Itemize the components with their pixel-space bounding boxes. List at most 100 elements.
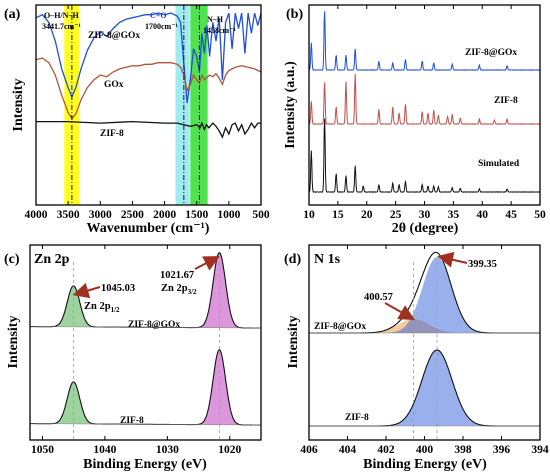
panel-b-tick-label: 20 [361, 209, 373, 221]
panel-a-xlabel: Wavenumber (cm⁻¹) [87, 221, 210, 236]
panel-c-label: (c) [4, 252, 20, 267]
series-label-zif8gox-c: ZIF-8@GOx [128, 320, 180, 330]
series-label-gox-a: GOx [104, 80, 124, 90]
zn2p-series [29, 252, 262, 440]
zn-baseline [29, 423, 262, 426]
highlight-band [175, 5, 190, 205]
panel-d-tick-label: 394 [531, 444, 549, 456]
panel-c-title: Zn 2p [34, 252, 70, 267]
panel-c-frame [29, 244, 262, 441]
panel-a-ylabel: Intensity [11, 79, 26, 132]
panel-c-tick-label: 1040 [93, 444, 116, 456]
peak-label-zn2p32-main: Zn 2p [161, 283, 188, 294]
xrd-line [308, 11, 541, 71]
panel-a-tick-label: 500 [252, 209, 270, 221]
series-label-simulated-b: Simulated [478, 159, 520, 169]
panel-d-ylabel: Intensity [286, 316, 301, 369]
panel-a-tick-label: 3000 [89, 209, 112, 221]
panel-c-ticks: 1050 1040 1030 1020 [31, 245, 242, 456]
panel-b-tick-label: 30 [419, 209, 431, 221]
peak-label-zn2p32: Zn 2p3/2 [161, 283, 197, 296]
panel-b-label: (b) [286, 7, 303, 22]
xrd-line [309, 73, 541, 125]
panel-a-label: (a) [4, 7, 21, 22]
band-oh-label-1: O–H/N–H [44, 11, 79, 20]
panel-a-ticks: 4000 3500 3000 2500 2000 1500 1000 500 [25, 5, 270, 221]
panel-b-tick-label: 40 [477, 209, 489, 221]
panel-b-tick-label: 35 [448, 209, 460, 221]
peak-value-399: 399.35 [468, 259, 497, 270]
panel-b-tick-label: 45 [505, 209, 517, 221]
series-label-zif8gox-d: ZIF-8@GOx [314, 322, 366, 332]
panel-d-tick-label: 396 [493, 444, 511, 456]
panel-d-tick-label: 404 [339, 444, 357, 456]
band-nh-label-1: N–H [207, 15, 224, 24]
xrd-series [308, 11, 541, 193]
peak-label-zn2p32-sub: 3/2 [188, 288, 197, 296]
panel-c-tick-label: 1020 [218, 444, 241, 456]
panel-d-title: N 1s [314, 252, 341, 267]
peak-value-400: 400.57 [364, 292, 393, 303]
panel-c-tick-label: 1030 [156, 444, 179, 456]
panel-b-tick-label: 10 [303, 209, 315, 221]
arrow-1021 [194, 256, 220, 271]
panel-c-ylabel: Intensity [6, 316, 21, 369]
n1s-peak-fill-40057 [355, 319, 472, 333]
zn-peak-fill-32 [194, 252, 245, 328]
ftir-highlight-bands [64, 5, 208, 205]
panel-b: 10 15 20 25 30 35 40 45 50 (b) ZIF-8@GOx ZIF-8 S… [283, 4, 546, 236]
panel-a-tick-label: 1000 [217, 209, 240, 221]
panel-d-tick-label: 406 [300, 444, 318, 456]
panel-d-tick-label: 398 [454, 444, 472, 456]
peak-label-zn2p12: Zn 2p1/2 [84, 301, 120, 314]
series-label-zif8-d: ZIF-8 [345, 413, 369, 423]
panel-c-xlabel: Binding Energy (eV) [83, 457, 207, 472]
ftir-line [36, 120, 261, 139]
series-label-zif8-a: ZIF-8 [100, 129, 124, 139]
panel-a-tick-label: 1500 [185, 209, 208, 221]
ftir-series [35, 12, 262, 139]
panel-b-tick-label: 50 [534, 209, 546, 221]
panel-c: 1050 1040 1030 1020 (c) Zn 2p 1045.03 Zn 2p… [4, 244, 262, 472]
arrow-40057 [384, 302, 416, 320]
ftir-line [35, 57, 262, 120]
band-nh-label-2: 1458cm⁻¹ [203, 26, 236, 35]
panel-d-xlabel: Binding Energy (eV) [363, 457, 487, 472]
xrd-line [309, 118, 541, 193]
series-label-zif8-b: ZIF-8 [494, 96, 518, 106]
panel-b-ticks: 10 15 20 25 30 35 40 45 50 [303, 5, 546, 221]
panel-a-tick-label: 4000 [25, 209, 48, 221]
arrow-1045 [72, 282, 101, 299]
panel-a: 4000 3500 3000 2500 2000 1500 1000 500 (a) O–H/… [4, 4, 270, 236]
panel-a-tick-label: 3500 [57, 209, 80, 221]
panel-b-ylabel: Intensity (a.u.) [283, 61, 298, 149]
peak-value-1021: 1021.67 [160, 270, 194, 281]
peak-label-zn2p12-main: Zn 2p [84, 301, 111, 312]
panel-b-xlabel: 2θ (degree) [392, 221, 459, 236]
series-label-zif8-c: ZIF-8 [120, 416, 144, 426]
ftir-dashed-lines [71, 5, 200, 205]
ftir-line [35, 12, 262, 104]
panel-b-tick-label: 25 [390, 209, 402, 221]
panel-a-frame [35, 4, 262, 206]
panel-d-tick-label: 402 [377, 444, 395, 456]
series-label-zif8gox-a: ZIF-8@GOx [88, 31, 140, 41]
panel-d-tick-label: 400 [416, 444, 434, 456]
peak-label-zn2p12-sub: 1/2 [111, 306, 120, 314]
panel-a-tick-label: 2000 [153, 209, 176, 221]
band-co-label-2: 1700cm⁻¹ [145, 22, 178, 31]
panel-d-label: (d) [284, 252, 301, 267]
panel-c-tick-label: 1050 [31, 444, 54, 456]
zn-peak-fill-32 [194, 349, 245, 425]
panel-a-tick-label: 2500 [121, 209, 144, 221]
panel-d-ticks: 406 404 402 400 398 396 394 [300, 245, 549, 456]
series-label-zif8gox-b: ZIF-8@GOx [465, 48, 517, 58]
zn-baseline [29, 326, 262, 329]
band-co-label-1: C=O [150, 11, 167, 20]
peak-value-1045: 1045.03 [101, 283, 135, 294]
arrow-39935 [437, 251, 468, 268]
panel-b-tick-label: 15 [332, 209, 344, 221]
n1s-series [309, 251, 540, 440]
band-oh-label-2: 3441.7cm⁻¹ [42, 22, 81, 31]
